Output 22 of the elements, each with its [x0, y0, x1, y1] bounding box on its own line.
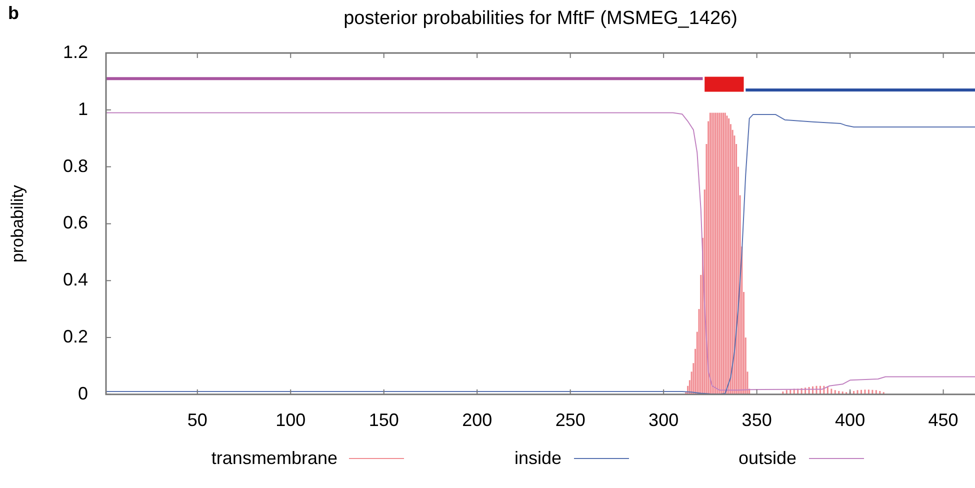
y-tick-label: 0.4	[62, 270, 88, 290]
text: b	[8, 2, 19, 23]
legend-label: outside	[738, 448, 797, 469]
y-axis-title: probability	[8, 184, 27, 262]
x-tick-label: 250	[555, 410, 586, 430]
y-tick-label: 1.2	[62, 42, 88, 62]
y-tick-label: 1	[78, 98, 88, 119]
y-tick-label: 0.6	[62, 212, 88, 233]
x-tick-label: 200	[462, 410, 492, 430]
legend-label: inside	[514, 448, 562, 469]
x-tick-label: 150	[368, 410, 399, 430]
y-tick-label: 0.2	[62, 326, 88, 346]
x-tick-label: 450	[928, 410, 958, 430]
x-tick-label: 400	[835, 410, 866, 430]
y-tick-label: 0.8	[62, 156, 88, 176]
x-tick-label: 300	[648, 410, 679, 430]
y-tick-label: 0	[78, 383, 88, 404]
chart-title: posterior probabilities for MftF (MSMEG_1426)	[344, 8, 738, 30]
legend-label: transmembrane	[211, 448, 338, 469]
x-tick-label: 100	[276, 410, 306, 430]
x-tick-label: 350	[742, 410, 772, 430]
x-tick-label: 50	[187, 410, 208, 430]
